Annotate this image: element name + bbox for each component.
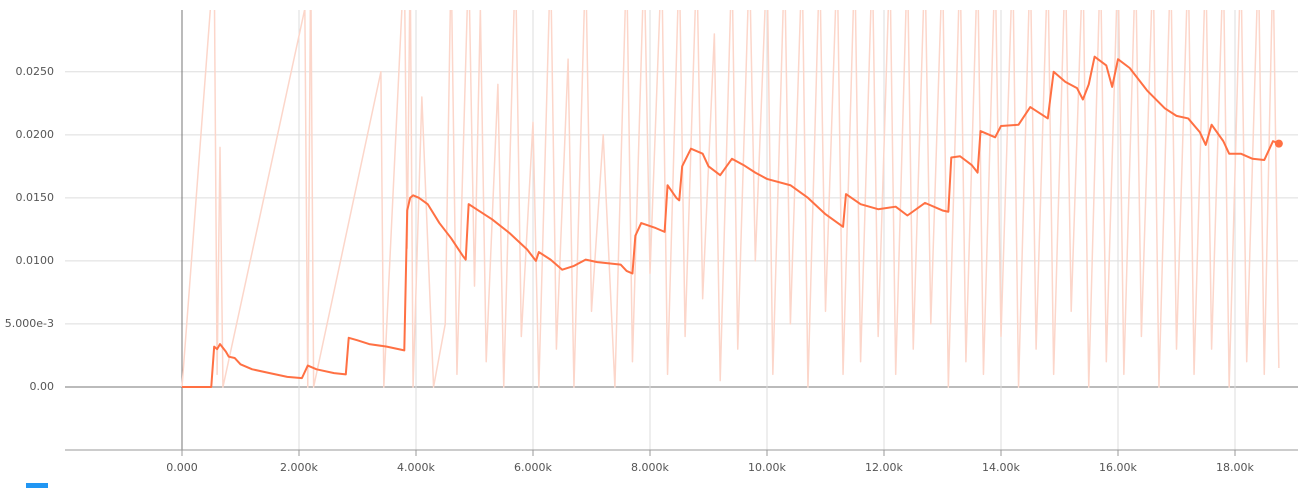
toolbar-icon[interactable] — [26, 483, 48, 488]
x-tick-label: 12.00k — [865, 461, 903, 474]
series-line — [182, 55, 1280, 388]
y-tick-label: 0.0100 — [16, 254, 55, 267]
y-tick-label: 0.0200 — [16, 128, 55, 141]
x-tick-label: 2.000k — [280, 461, 318, 474]
y-tick-label: 5.000e-3 — [5, 317, 54, 330]
x-tick-label: 14.00k — [982, 461, 1020, 474]
x-tick-label: 10.00k — [748, 461, 786, 474]
x-tick-label: 18.00k — [1216, 461, 1254, 474]
last-point — [1274, 139, 1283, 148]
x-tick-label: 6.000k — [514, 461, 552, 474]
x-tick-label: 0.000 — [166, 461, 198, 474]
series-line — [181, 10, 1280, 388]
x-tick-label: 4.000k — [397, 461, 435, 474]
plot-area — [181, 10, 1283, 388]
y-tick-label: 0.0150 — [16, 191, 55, 204]
axes: 0.00 5.000e-3 0.0100 0.0150 0.0200 0.0250 0.00… — [5, 65, 1298, 474]
x-tick-label: 16.00k — [1099, 461, 1137, 474]
y-tick-label: 0.0250 — [16, 65, 55, 78]
y-tick-label: 0.00 — [30, 380, 55, 393]
x-tick-label: 8.000k — [631, 461, 669, 474]
